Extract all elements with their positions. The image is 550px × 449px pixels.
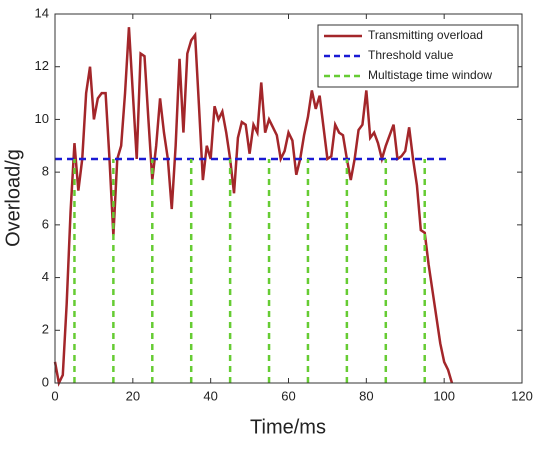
y-tick-label: 12 [35, 58, 49, 73]
x-axis-label: Time/ms [250, 416, 326, 438]
y-tick-label: 6 [42, 216, 49, 231]
y-tick-label: 14 [35, 5, 49, 20]
y-tick-label: 4 [42, 269, 49, 284]
x-tick-label: 60 [281, 388, 295, 403]
legend-label: Transmitting overload [368, 28, 483, 42]
y-axis-label: Overload/g [2, 149, 24, 247]
x-tick-label: 20 [126, 388, 140, 403]
y-tick-label: 10 [35, 111, 49, 126]
plot-frame [54, 13, 523, 384]
x-tick-label: 40 [203, 388, 217, 403]
legend-label: Threshold value [368, 48, 454, 62]
x-tick-label: 0 [51, 388, 58, 403]
y-tick-label: 2 [42, 322, 49, 337]
x-tick-label: 120 [511, 388, 533, 403]
x-tick-label: 80 [359, 388, 373, 403]
y-tick-label: 0 [42, 374, 49, 389]
x-tick-label: 100 [433, 388, 455, 403]
overload-line [53, 27, 454, 387]
y-tick-label: 8 [42, 164, 49, 179]
legend-label: Multistage time window [368, 68, 492, 82]
